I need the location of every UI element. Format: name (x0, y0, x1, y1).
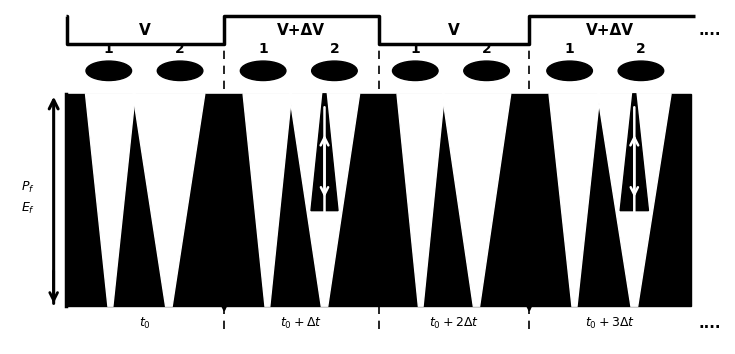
Text: 1: 1 (258, 42, 268, 56)
Ellipse shape (464, 61, 509, 81)
Polygon shape (549, 94, 600, 306)
Text: $E_f$: $E_f$ (21, 201, 35, 216)
Text: $P_f$: $P_f$ (21, 180, 35, 195)
Ellipse shape (392, 61, 438, 81)
Text: V: V (448, 23, 459, 38)
Bar (66, 94, 691, 306)
Ellipse shape (86, 61, 132, 81)
Polygon shape (442, 94, 511, 306)
Polygon shape (85, 94, 135, 306)
Text: V: V (139, 23, 151, 38)
Ellipse shape (547, 61, 592, 81)
Text: $t_0$: $t_0$ (139, 316, 151, 331)
Text: 1: 1 (410, 42, 420, 56)
Polygon shape (290, 94, 359, 306)
Ellipse shape (312, 61, 357, 81)
Polygon shape (133, 94, 205, 306)
Text: $t_0+2\Delta t$: $t_0+2\Delta t$ (429, 316, 478, 331)
Ellipse shape (240, 61, 286, 81)
Text: 1: 1 (564, 42, 575, 56)
Text: 1: 1 (104, 42, 114, 56)
Ellipse shape (157, 61, 203, 81)
Text: ....: .... (698, 194, 721, 209)
Text: 2: 2 (481, 42, 492, 56)
Text: V+ΔV: V+ΔV (277, 23, 326, 38)
Polygon shape (598, 94, 671, 306)
Text: $t_0+\Delta t$: $t_0+\Delta t$ (280, 316, 323, 331)
Text: 2: 2 (329, 42, 340, 56)
Text: ....: .... (698, 23, 721, 38)
Text: 2: 2 (175, 42, 185, 56)
Ellipse shape (618, 61, 664, 81)
Polygon shape (311, 94, 338, 211)
Text: V+ΔV: V+ΔV (586, 23, 634, 38)
Text: $t_0+3\Delta t$: $t_0+3\Delta t$ (585, 316, 635, 331)
Polygon shape (397, 94, 445, 306)
Polygon shape (620, 94, 648, 211)
Polygon shape (243, 94, 292, 306)
Text: 2: 2 (636, 42, 646, 56)
Text: ....: .... (698, 316, 721, 331)
